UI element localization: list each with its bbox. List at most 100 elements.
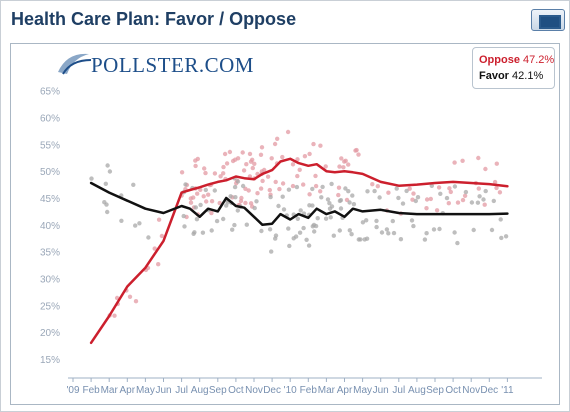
poll-dot — [347, 228, 352, 233]
poll-dot — [301, 182, 306, 187]
poll-dot — [105, 163, 110, 168]
poll-dot — [202, 166, 207, 171]
poll-dot — [438, 191, 443, 196]
poll-dot — [483, 166, 488, 172]
poll-dot — [272, 141, 278, 147]
poll-dot — [298, 208, 303, 213]
poll-dot — [198, 202, 203, 208]
poll-dot — [276, 203, 281, 209]
poll-dots — [89, 129, 509, 318]
poll-dot — [503, 234, 509, 239]
poll-dot — [295, 173, 300, 179]
poll-dot — [224, 161, 230, 166]
poll-dot — [448, 189, 453, 195]
poll-dot — [386, 231, 391, 236]
y-tick-label: 65% — [40, 87, 60, 98]
poll-dot — [252, 205, 257, 211]
x-tick-label: Mar — [101, 385, 119, 396]
x-tick-label: Jun — [155, 385, 171, 396]
legend-oppose[interactable]: Oppose 47.2% — [479, 54, 554, 66]
x-tick-label: Sep — [426, 385, 444, 396]
x-tick-label: Oct — [228, 385, 244, 396]
poll-dot — [103, 181, 109, 186]
x-tick-label: May — [353, 385, 372, 396]
poll-dot — [410, 197, 415, 202]
poll-dot — [364, 218, 369, 223]
logo-mark-icon — [58, 53, 92, 75]
poll-dot — [89, 176, 94, 181]
poll-dot — [347, 200, 352, 205]
poll-dot — [255, 191, 260, 196]
poll-dot — [152, 246, 157, 251]
poll-dot — [227, 149, 233, 155]
poll-dot — [310, 224, 315, 229]
poll-dot — [238, 198, 244, 204]
poll-dot — [233, 195, 238, 200]
poll-dot — [452, 160, 457, 165]
poll-dot — [494, 185, 499, 191]
poll-dot — [280, 194, 285, 199]
poll-dot — [209, 210, 214, 216]
chart-legend: Oppose 47.2% Favor 42.1% — [472, 47, 555, 89]
poll-dot — [447, 186, 452, 191]
poll-dot — [343, 186, 348, 191]
poll-dot — [267, 187, 272, 193]
poll-dot — [265, 174, 271, 179]
legend-favor[interactable]: Favor 42.1% — [479, 70, 543, 82]
poll-dot — [191, 231, 196, 236]
poll-dot — [313, 173, 318, 179]
poll-dot — [498, 217, 503, 222]
x-tick-label: Apr — [120, 385, 136, 396]
poll-dot — [275, 136, 280, 141]
poll-dot — [429, 183, 434, 188]
poll-dot — [294, 184, 300, 190]
poll-dot — [247, 151, 253, 157]
widget-header: Health Care Plan: Favor / Oppose — [1, 1, 569, 41]
poll-dot — [107, 169, 113, 174]
poll-dot — [398, 237, 404, 242]
y-tick-label: 50% — [40, 167, 60, 178]
poll-dot — [452, 184, 458, 189]
poll-dot — [455, 240, 460, 246]
poll-dot — [119, 218, 124, 223]
x-tick-label: Dec — [480, 385, 498, 396]
poll-dot — [386, 190, 391, 195]
y-tick-label: 55% — [40, 140, 60, 151]
poll-dot — [318, 189, 323, 194]
poll-dot — [137, 221, 142, 226]
poll-dot — [290, 183, 296, 189]
poll-dot — [259, 145, 265, 150]
poll-dot — [346, 189, 351, 194]
x-tick-label: Feb — [300, 385, 318, 396]
poll-dot — [254, 199, 259, 204]
poll-dot — [127, 294, 133, 299]
poll-dot — [313, 183, 319, 189]
poll-dot — [269, 156, 274, 161]
poll-dot — [287, 243, 292, 249]
poll-dot — [194, 217, 200, 222]
poll-dot — [327, 206, 333, 211]
poll-dot — [375, 184, 380, 189]
legend-oppose-value: 47.2% — [523, 54, 555, 66]
poll-dot — [212, 171, 218, 176]
trend-line-favor — [89, 181, 509, 227]
legend-favor-value: 42.1% — [512, 70, 544, 82]
poll-dot — [349, 232, 354, 237]
x-tick-label: Aug — [408, 385, 426, 396]
poll-dot — [336, 185, 342, 190]
poll-dot — [492, 179, 498, 185]
poll-dot — [286, 226, 291, 231]
poll-dot — [411, 191, 416, 196]
poll-dot — [377, 195, 382, 200]
poll-dot — [428, 196, 433, 202]
poll-dot — [156, 217, 162, 222]
poll-dot — [481, 197, 486, 202]
x-tick-label: '10 — [284, 385, 297, 396]
poll-dot — [221, 216, 226, 222]
poll-dot — [446, 201, 451, 206]
poll-dot — [437, 226, 442, 232]
poll-dot — [323, 164, 328, 169]
expand-icon[interactable] — [531, 9, 565, 31]
poll-dot — [476, 186, 481, 191]
expand-icon-inner — [539, 15, 561, 29]
